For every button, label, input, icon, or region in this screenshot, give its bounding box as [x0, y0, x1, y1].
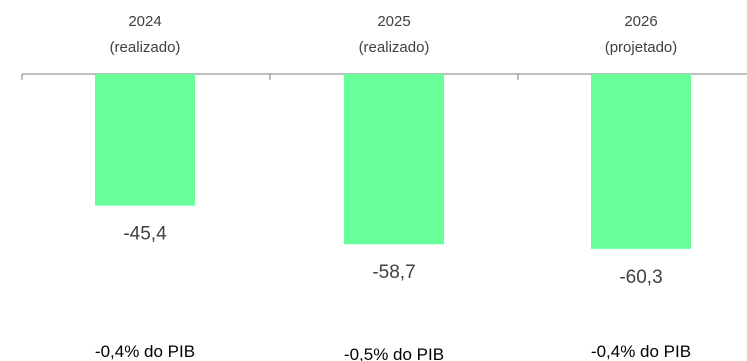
- data-label-2026: -60,3: [619, 267, 662, 288]
- category-label-2025: 2025: [377, 13, 410, 30]
- category-sublabel-2025: (realizado): [359, 39, 430, 56]
- pib-label-2026: -0,4% do PIB: [591, 342, 691, 361]
- pib-label-2024: -0,4% do PIB: [95, 342, 195, 361]
- data-label-2024: -45,4: [123, 224, 167, 245]
- bar-2026: [591, 74, 691, 249]
- data-label-2025: -58,7: [372, 262, 415, 283]
- pib-label-2025: -0,5% do PIB: [344, 345, 444, 361]
- category-sublabel-2024: (realizado): [110, 39, 181, 56]
- bar-2024: [95, 74, 195, 206]
- category-sublabel-2026: (projetado): [605, 39, 678, 56]
- category-label-2024: 2024: [128, 13, 161, 30]
- category-label-2026: 2026: [624, 13, 657, 30]
- bar-2025: [344, 74, 444, 245]
